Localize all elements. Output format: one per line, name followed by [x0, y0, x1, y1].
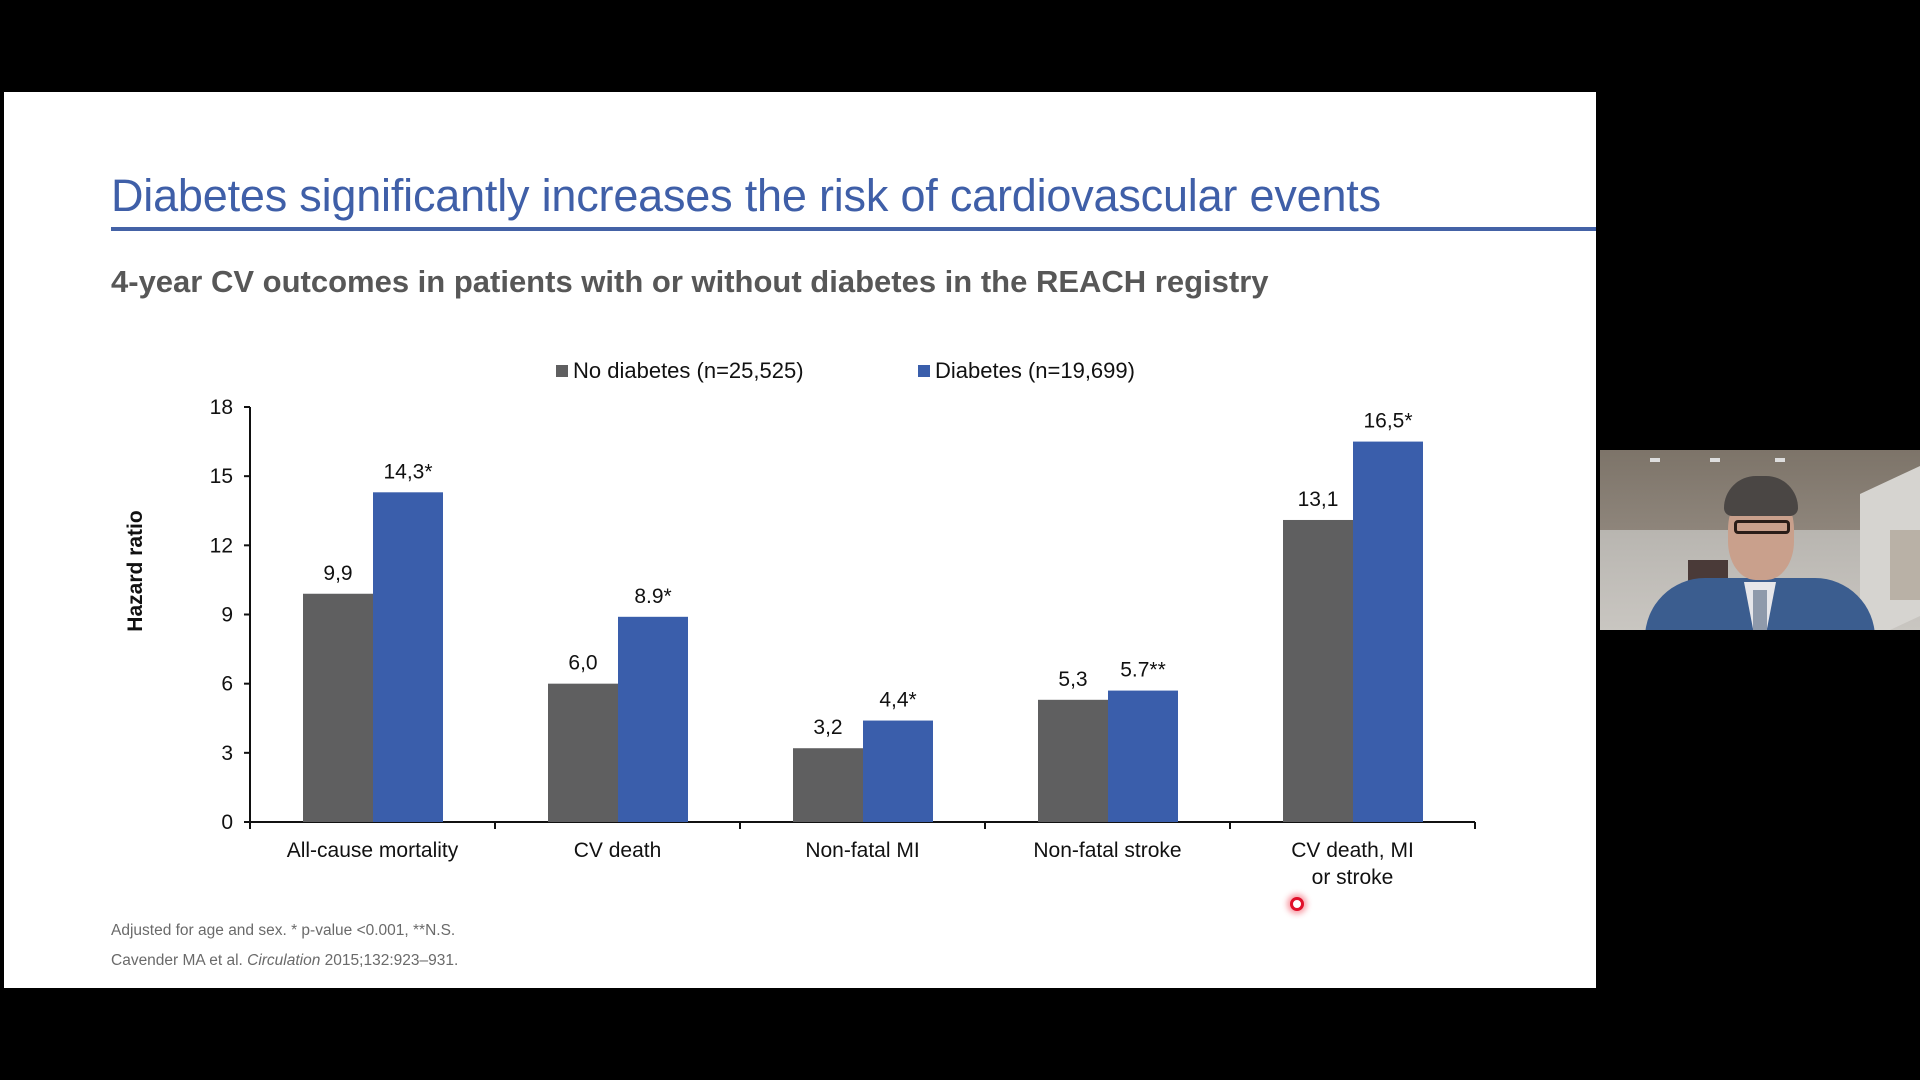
value-labels: 9,9 6,0 3,2 5,3 13,1 14,3* 8.9* 4,4* 5.7** 16,5* — [323, 410, 1412, 740]
y-axis-label: Hazard ratio — [124, 510, 147, 631]
x-axis: All-cause mortality CV death Non-fatal MI N… — [249, 821, 1476, 889]
category-label: CV death, MI — [1291, 839, 1414, 862]
value-label: 6,0 — [568, 652, 597, 675]
bar-diabetes — [618, 616, 688, 822]
value-label: 3,2 — [813, 716, 842, 739]
citation-authors: Cavender MA et al. — [111, 952, 248, 969]
title-underline — [111, 227, 1596, 231]
presenter-video-tile[interactable] — [1600, 450, 1920, 630]
value-label: 14,3* — [383, 460, 432, 483]
y-tick-label: 3 — [221, 742, 233, 765]
bar-chart: No diabetes (n=25,525) Diabetes (n=19,699… — [124, 358, 1476, 889]
y-tick-label: 9 — [221, 604, 233, 627]
slide-subtitle: 4-year CV outcomes in patients with or w… — [111, 264, 1269, 299]
video-ceiling-lamp — [1650, 458, 1660, 462]
video-ceiling-lamp — [1775, 458, 1785, 462]
presenter-hair — [1724, 476, 1798, 516]
presenter-tie — [1753, 590, 1767, 630]
value-label: 5,3 — [1058, 668, 1087, 691]
bar-series — [303, 441, 1423, 822]
citation-details: 2015;132:923–931. — [320, 952, 459, 969]
y-tick-label: 6 — [221, 673, 233, 696]
video-ceiling-lamp — [1710, 458, 1720, 462]
y-axis: 0 3 6 9 12 15 18 — [210, 396, 251, 834]
value-label: 5.7** — [1120, 659, 1166, 682]
category-label: Non-fatal stroke — [1033, 839, 1181, 862]
laser-pointer-dot — [1290, 897, 1304, 911]
legend-swatch — [556, 365, 568, 377]
legend-label: Diabetes (n=19,699) — [935, 358, 1135, 383]
y-tick-label: 15 — [210, 465, 233, 488]
legend-label: No diabetes (n=25,525) — [573, 358, 804, 383]
y-tick-label: 0 — [221, 811, 233, 834]
bar-no-diabetes — [548, 683, 618, 822]
presentation-slide: Diabetes significantly increases the ris… — [4, 92, 1596, 988]
video-wall-picture — [1890, 530, 1920, 600]
bar-diabetes — [863, 720, 933, 822]
chart-legend: No diabetes (n=25,525) Diabetes (n=19,699… — [556, 358, 1135, 383]
bar-no-diabetes — [793, 748, 863, 822]
value-label: 13,1 — [1298, 488, 1339, 511]
y-tick-label: 18 — [210, 396, 233, 419]
value-label: 4,4* — [879, 689, 916, 712]
bar-no-diabetes — [1038, 699, 1108, 822]
category-label: or stroke — [1312, 866, 1394, 889]
legend-swatch — [918, 365, 930, 377]
bar-diabetes — [373, 492, 443, 822]
footnote-citation: Cavender MA et al. Circulation 2015;132:… — [111, 952, 458, 970]
bar-no-diabetes — [1283, 519, 1353, 822]
bar-diabetes — [1108, 690, 1178, 822]
value-label: 16,5* — [1363, 410, 1412, 433]
value-label: 9,9 — [323, 562, 352, 585]
bar-diabetes — [1353, 441, 1423, 822]
slide-title: Diabetes significantly increases the ris… — [111, 170, 1381, 221]
citation-journal: Circulation — [247, 952, 321, 969]
y-tick-label: 12 — [210, 534, 233, 557]
category-label: All-cause mortality — [287, 839, 459, 862]
category-label: Non-fatal MI — [805, 839, 919, 862]
category-label: CV death — [574, 839, 662, 862]
value-label: 8.9* — [634, 585, 671, 608]
footnote-significance: Adjusted for age and sex. * p-value <0.0… — [111, 922, 456, 939]
presenter-glasses — [1734, 520, 1790, 534]
bar-no-diabetes — [303, 593, 373, 822]
